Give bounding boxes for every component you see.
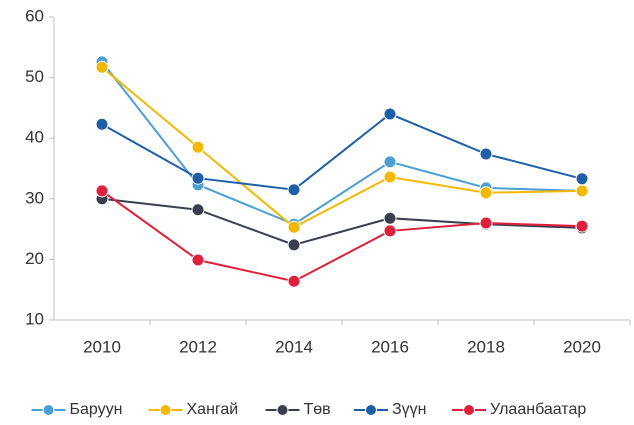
data-point [383,170,397,184]
data-point [287,238,301,252]
legend-marker [42,404,55,416]
legend-marker [159,404,172,416]
legend-marker [365,404,377,416]
data-point [479,216,493,230]
series-line [101,197,583,246]
series-line [101,66,583,229]
x-tick-label: 2010 [83,337,121,356]
data-point [575,172,589,186]
legend-label: Баруун [70,401,123,418]
data-point [191,253,205,267]
legend-marker [463,404,475,416]
legend-label: Зүүн [392,401,427,418]
data-point [575,219,589,233]
data-point [287,220,301,234]
x-tick-label: 2018 [467,337,505,356]
legend-label: Хангай [187,401,239,418]
data-point [287,183,301,197]
data-point [479,147,493,161]
data-point [95,60,109,74]
y-tick-label: 50 [25,67,44,86]
data-point [95,117,109,131]
legend-label: Улаанбаатар [490,401,586,418]
legend-marker [276,404,289,416]
data-point [383,211,397,225]
y-tick-label: 60 [25,6,44,25]
data-point [479,186,493,200]
data-point [191,140,205,154]
y-tick-label: 30 [25,188,44,207]
y-tick-label: 40 [25,128,44,147]
data-point [287,274,301,288]
data-point [383,224,397,238]
data-point [191,203,205,217]
x-tick-label: 2016 [371,337,409,356]
x-tick-label: 2020 [563,337,601,356]
legend-label: Төв [304,401,331,418]
series-line [101,190,583,283]
x-tick-label: 2014 [275,337,313,356]
series-line [101,112,583,191]
y-tick-label: 10 [25,309,44,328]
data-point [383,107,397,121]
x-tick-label: 2012 [179,337,217,356]
data-point [191,171,205,185]
data-point [95,184,109,198]
y-tick-label: 20 [25,249,44,268]
series-line [101,61,583,226]
data-point [383,155,397,169]
data-point [575,184,589,198]
